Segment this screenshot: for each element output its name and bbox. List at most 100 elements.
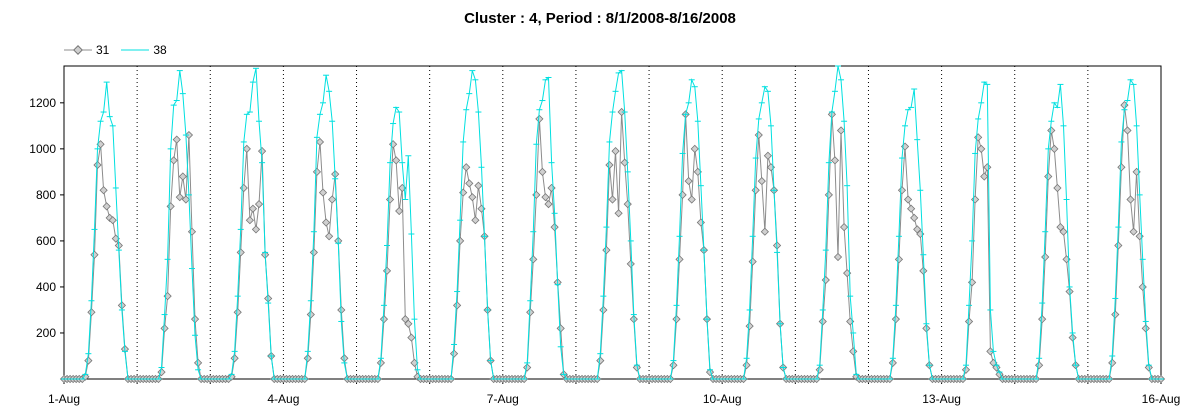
data-point-31 bbox=[544, 199, 553, 209]
data-point-31 bbox=[236, 248, 245, 257]
data-point-31 bbox=[111, 234, 120, 243]
data-point-31 bbox=[523, 363, 532, 372]
data-point-31 bbox=[903, 195, 913, 204]
data-point-31 bbox=[309, 248, 318, 257]
data-point-31 bbox=[678, 190, 687, 199]
data-point-31 bbox=[824, 190, 833, 199]
data-point-31 bbox=[529, 255, 538, 264]
data-point-31 bbox=[157, 367, 166, 377]
data-point-31 bbox=[1050, 144, 1059, 153]
data-point-31 bbox=[669, 361, 678, 370]
legend-item-38: 38 bbox=[121, 43, 167, 57]
data-point-31 bbox=[751, 186, 760, 195]
data-point-31 bbox=[839, 223, 849, 232]
data-point-31 bbox=[742, 361, 751, 370]
data-point-31 bbox=[181, 195, 190, 204]
data-point-31 bbox=[474, 181, 483, 190]
data-point-31 bbox=[102, 202, 111, 211]
data-point-31 bbox=[763, 151, 773, 160]
data-point-31 bbox=[187, 227, 197, 236]
data-point-31 bbox=[1108, 358, 1117, 367]
data-point-31 bbox=[452, 301, 462, 310]
data-point-31 bbox=[849, 347, 858, 356]
data-point-31 bbox=[1123, 126, 1132, 135]
data-point-31 bbox=[172, 135, 181, 144]
data-point-31 bbox=[84, 356, 93, 365]
x-tick-label: 16-Aug bbox=[1142, 392, 1181, 406]
data-point-31 bbox=[910, 213, 919, 222]
data-point-31 bbox=[964, 317, 974, 326]
data-point-31 bbox=[596, 356, 605, 365]
data-point-31 bbox=[556, 324, 565, 333]
y-tick-label: 1000 bbox=[29, 142, 56, 156]
data-point-31 bbox=[471, 216, 480, 225]
data-point-31 bbox=[980, 172, 989, 181]
data-point-31 bbox=[90, 250, 99, 259]
data-point-31 bbox=[672, 315, 681, 324]
data-point-31 bbox=[614, 209, 623, 218]
data-point-31 bbox=[626, 259, 635, 269]
data-point-31 bbox=[623, 199, 632, 209]
data-point-31 bbox=[1138, 282, 1147, 292]
series-38 bbox=[61, 65, 1164, 380]
data-point-31 bbox=[974, 133, 983, 142]
data-point-31 bbox=[184, 130, 194, 140]
data-point-31 bbox=[245, 216, 254, 225]
legend-item-31: 31 bbox=[64, 43, 109, 57]
data-point-31 bbox=[971, 195, 980, 204]
legend-swatch-31 bbox=[64, 45, 92, 55]
data-point-31 bbox=[257, 147, 267, 156]
data-point-31 bbox=[535, 114, 544, 124]
x-tick-label: 1-Aug bbox=[48, 392, 80, 406]
data-point-31 bbox=[888, 358, 897, 367]
series-line-31 bbox=[64, 105, 1161, 380]
data-point-31 bbox=[395, 206, 404, 216]
legend-label-31: 31 bbox=[96, 43, 110, 57]
data-point-31 bbox=[477, 204, 486, 213]
data-point-31 bbox=[328, 195, 337, 204]
y-tick-label: 1200 bbox=[29, 96, 56, 110]
legend-label-38: 38 bbox=[153, 43, 167, 57]
y-tick-label: 200 bbox=[36, 326, 56, 340]
data-point-31 bbox=[602, 246, 611, 255]
data-point-31 bbox=[178, 172, 187, 181]
data-point-31 bbox=[983, 163, 992, 172]
x-tick-label: 10-Aug bbox=[703, 392, 742, 406]
data-point-31 bbox=[986, 347, 995, 356]
data-point-31 bbox=[907, 204, 916, 213]
data-point-31 bbox=[315, 137, 325, 147]
data-point-31 bbox=[550, 223, 559, 232]
y-tick-label: 600 bbox=[36, 234, 56, 248]
data-point-31 bbox=[1056, 223, 1065, 232]
data-point-31 bbox=[1111, 310, 1120, 319]
data-point-31 bbox=[401, 315, 410, 324]
data-point-31 bbox=[382, 266, 392, 275]
data-point-31 bbox=[675, 255, 684, 264]
data-point-31 bbox=[1129, 227, 1138, 236]
data-point-31 bbox=[913, 225, 922, 234]
data-point-31 bbox=[254, 199, 264, 209]
data-point-31 bbox=[193, 358, 203, 367]
data-point-31 bbox=[230, 354, 239, 363]
data-point-31 bbox=[449, 349, 459, 358]
axes: 200 400 600 800 1000 1200 1-Aug 4-Aug 7-Aug 10-Au… bbox=[29, 96, 1180, 406]
data-point-31 bbox=[632, 363, 641, 372]
data-point-31 bbox=[599, 305, 608, 315]
data-point-31 bbox=[1053, 183, 1062, 193]
data-point-31 bbox=[538, 167, 547, 176]
data-point-31 bbox=[108, 216, 117, 225]
data-point-31 bbox=[312, 167, 322, 176]
y-tick-label: 800 bbox=[36, 188, 56, 202]
data-point-31 bbox=[385, 195, 395, 204]
data-point-31 bbox=[617, 107, 626, 117]
data-point-31 bbox=[306, 310, 315, 319]
series-31 bbox=[59, 101, 1166, 384]
data-point-31 bbox=[532, 190, 541, 199]
data-point-31 bbox=[233, 308, 242, 317]
data-point-31 bbox=[1126, 195, 1135, 204]
data-point-31 bbox=[248, 204, 258, 213]
data-point-31 bbox=[748, 257, 757, 266]
x-tick-label: 7-Aug bbox=[487, 392, 519, 406]
data-point-31 bbox=[754, 130, 763, 140]
data-point-31 bbox=[376, 358, 386, 367]
